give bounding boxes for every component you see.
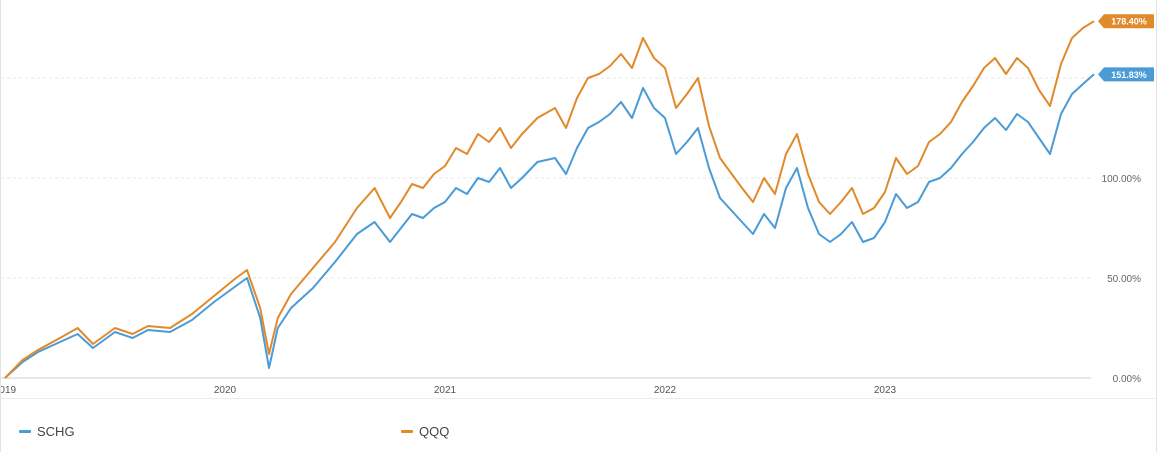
- grid-lines: [1, 77, 1091, 279]
- end-label-schg: 151.83%: [1098, 67, 1154, 82]
- x-tick-label: 2020: [214, 385, 237, 396]
- end-label-badge: [1098, 14, 1154, 29]
- legend-item-schg[interactable]: SCHG: [19, 424, 75, 439]
- x-tick-label: 2023: [874, 385, 897, 396]
- series-line-qqq: [4, 20, 1095, 379]
- y-tick-label: 0.00%: [1113, 374, 1141, 385]
- x-tick-label: 2022: [654, 385, 677, 396]
- legend-swatch-schg: [19, 430, 31, 433]
- x-tick-label: 2021: [434, 385, 457, 396]
- y-tick-label: 100.00%: [1102, 174, 1142, 185]
- line-chart: 0.00%50.00%100.00% 20192020202120222023 …: [0, 14, 1154, 396]
- legend-label-schg: SCHG: [37, 424, 75, 439]
- end-label-text: 151.83%: [1111, 70, 1147, 80]
- series-line-schg: [4, 73, 1095, 379]
- legend-item-qqq[interactable]: QQQ: [401, 424, 449, 439]
- y-tick-label: 50.00%: [1107, 274, 1141, 285]
- end-labels: 151.83% 178.40%: [1098, 14, 1154, 82]
- series-lines: [4, 20, 1095, 379]
- x-tick-label: 2019: [1, 385, 17, 396]
- y-tick-labels: 0.00% 50.00% 100.00%: [1102, 174, 1142, 385]
- end-label-text: 178.40%: [1111, 17, 1147, 27]
- legend-swatch-qqq: [401, 430, 413, 433]
- legend-label-qqq: QQQ: [419, 424, 450, 439]
- legend-divider: [1, 398, 1156, 399]
- end-label-qqq: 178.40%: [1098, 14, 1154, 29]
- end-label-badge: [1098, 67, 1154, 82]
- x-tick-labels: 2019 2020 2021 2022 2023: [0, 385, 897, 396]
